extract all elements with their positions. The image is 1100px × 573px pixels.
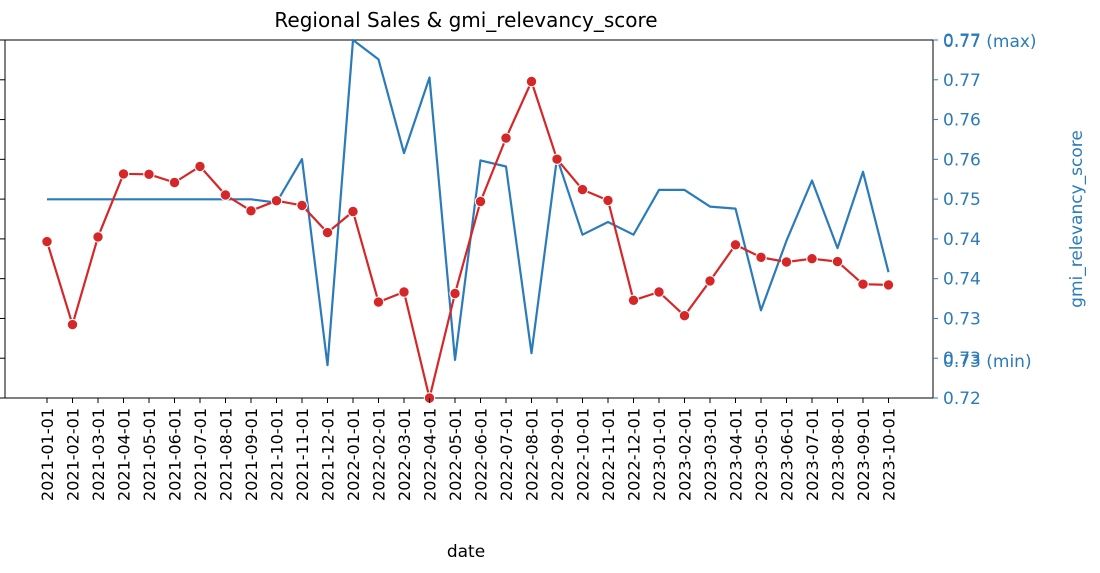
y-right-tick-label: 0.73 — [943, 349, 981, 369]
x-tick-label: 2021-01-01 — [38, 408, 57, 501]
x-tick-label: 2021-04-01 — [115, 408, 134, 501]
x-tick-label: 2022-07-01 — [497, 408, 516, 501]
sales-point — [500, 132, 512, 144]
max-annotation: 0.77 (max) — [943, 32, 1037, 52]
sales-point — [270, 195, 283, 207]
x-tick-label: 2021-08-01 — [217, 408, 236, 501]
sales-point — [551, 153, 563, 165]
sales-point — [780, 256, 793, 268]
sales-point — [525, 75, 538, 88]
axes — [0, 39, 934, 399]
x-tick-label: 2022-10-01 — [574, 408, 593, 501]
y-right-tick-label: 0.77 — [943, 71, 981, 91]
x-tick-label: 2022-09-01 — [548, 408, 567, 501]
sales-point — [347, 205, 359, 218]
sales-point — [576, 183, 589, 196]
x-tick-label: 2022-03-01 — [395, 408, 414, 501]
sales-point — [117, 168, 130, 180]
score-line — [47, 38, 890, 367]
y-right-tick-label: 0.72 — [943, 389, 981, 409]
x-tick-label: 2022-02-01 — [370, 408, 389, 501]
sales-point — [372, 296, 385, 308]
y-right-tick-label: 0.74 — [943, 270, 981, 290]
sales-point — [704, 275, 716, 287]
x-tick-label: 2022-06-01 — [472, 408, 491, 501]
x-tick-label: 2021-12-01 — [319, 408, 338, 501]
sales-point — [755, 251, 767, 263]
sales-point — [245, 205, 257, 217]
sales-point — [678, 310, 691, 322]
x-tick-label: 2023-08-01 — [829, 408, 848, 501]
sales-point — [41, 235, 53, 248]
sales-point — [296, 199, 308, 212]
sales-point — [882, 279, 895, 291]
sales-point — [857, 278, 869, 290]
x-tick-label: 2023-10-01 — [880, 408, 899, 501]
sales-point — [806, 253, 818, 265]
y-axis-right-label: gmi_relevancy_score — [1067, 130, 1087, 308]
sales-point — [729, 239, 742, 251]
sales-point — [321, 226, 334, 239]
y-right-tick-label: 0.77 — [943, 31, 981, 51]
sales-point — [194, 160, 206, 173]
x-tick-label: 2022-05-01 — [446, 408, 465, 501]
x-tick-label: 2021-02-01 — [64, 408, 83, 501]
x-tick-label: 2023-06-01 — [778, 408, 797, 501]
sales-point — [474, 195, 487, 208]
sales-point — [449, 287, 461, 300]
x-tick-label: 2023-02-01 — [676, 408, 695, 501]
x-ticks: 2021-01-01 2021-02-01 2021-03-01 2021-04-01… — [38, 398, 899, 501]
x-tick-label: 2023-03-01 — [701, 408, 720, 501]
x-tick-label: 2022-04-01 — [421, 408, 440, 501]
y-right-tick-label: 0.75 — [943, 190, 981, 210]
x-tick-label: 2023-09-01 — [854, 408, 873, 501]
sales-line — [45, 80, 889, 400]
x-tick-label: 2022-01-01 — [344, 408, 363, 501]
chart-title: Regional Sales & gmi_relevancy_score — [274, 8, 657, 32]
sales-point — [627, 294, 640, 306]
x-axis-label: date — [447, 542, 485, 562]
y-right-tick-label: 0.76 — [943, 150, 981, 170]
min-annotation: 0.73 (min) — [943, 352, 1032, 372]
x-tick-label: 2021-11-01 — [293, 408, 312, 501]
sales-point — [602, 194, 614, 207]
x-tick-label: 2022-08-01 — [523, 408, 542, 501]
y-right-ticks: 0.72 0.73 0.73 0.74 0.74 0.75 0.76 0.76 0.77 0.77 — [933, 31, 981, 409]
x-tick-label: 2023-05-01 — [752, 408, 771, 501]
x-tick-label: 2022-11-01 — [599, 408, 618, 501]
series-group — [41, 38, 895, 404]
sales-point — [66, 318, 79, 331]
sales-point — [653, 286, 665, 298]
y-right-tick-label: 0.73 — [943, 309, 981, 329]
sales-point — [92, 231, 104, 243]
y-right-tick-label: 0.74 — [943, 230, 981, 250]
x-tick-label: 2021-03-01 — [89, 408, 108, 501]
sales-point — [143, 168, 155, 181]
x-tick-label: 2023-01-01 — [650, 408, 669, 501]
x-tick-label: 2021-05-01 — [140, 408, 159, 501]
x-tick-label: 2023-04-01 — [727, 408, 746, 501]
x-tick-label: 2021-09-01 — [242, 408, 261, 501]
sales-point — [219, 189, 232, 201]
sales-point — [168, 176, 181, 189]
x-tick-label: 2021-06-01 — [166, 408, 185, 501]
x-tick-label: 2021-07-01 — [191, 408, 210, 501]
x-tick-label: 2023-07-01 — [803, 408, 822, 501]
sales-point — [831, 255, 844, 268]
x-tick-label: 2022-12-01 — [625, 408, 644, 501]
y-right-tick-label: 0.76 — [943, 111, 981, 131]
sales-point — [398, 286, 410, 298]
x-tick-label: 2021-10-01 — [268, 408, 287, 501]
